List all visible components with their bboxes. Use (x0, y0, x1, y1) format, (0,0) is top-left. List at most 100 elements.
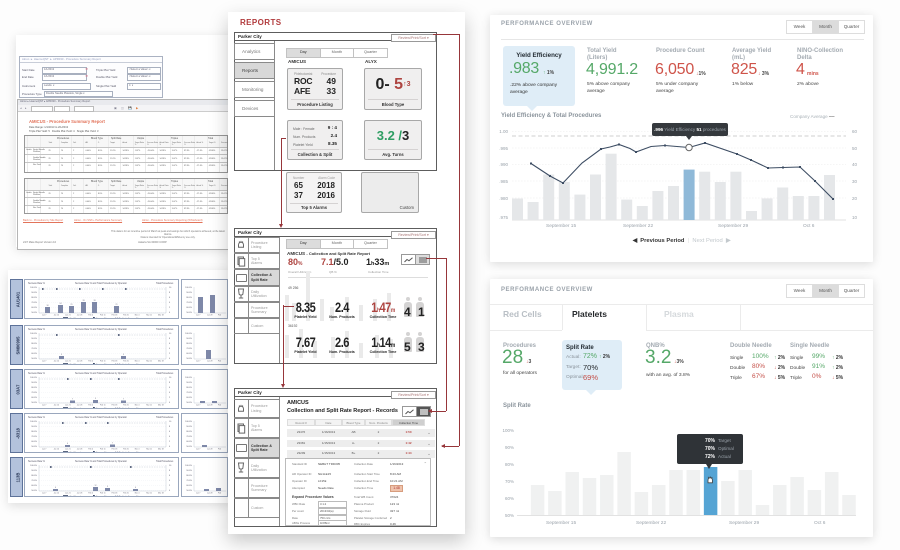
svg-text:Jan 7: Jan 7 (42, 449, 46, 451)
svg-text:60.0%: 60.0% (186, 353, 192, 355)
svg-text:Success Rate % and Total Proce: Success Rate % and Total Procedures by O… (75, 372, 127, 375)
svg-text:50.0%: 50.0% (31, 490, 37, 492)
svg-text:Feb 11: Feb 11 (100, 493, 105, 495)
svg-text:Jan 14: Jan 14 (54, 361, 59, 363)
svg-text:Success Rate %: Success Rate % (28, 328, 45, 331)
svg-text:Success Rate %: Success Rate % (28, 416, 45, 419)
svg-text:50.0%: 50.0% (31, 358, 37, 360)
svg-text:0: 0 (169, 446, 171, 448)
svg-text:Jan 7: Jan 7 (196, 361, 200, 363)
svg-text:Total Procedures: Total Procedures (70, 495, 85, 497)
svg-text:60%: 60% (505, 496, 514, 501)
svg-text:Jan 7: Jan 7 (196, 449, 200, 451)
svg-text:Feb 25: Feb 25 (123, 493, 129, 495)
svg-text:Success Rate: Success Rate (96, 451, 109, 453)
svg-text:90.0%: 90.0% (31, 470, 37, 472)
svg-text:Feb: Feb (218, 493, 221, 495)
svg-text:50.0%: 50.0% (31, 446, 37, 448)
svg-text:Jan 28: Jan 28 (207, 361, 212, 363)
svg-text:Jan 21: Jan 21 (65, 449, 70, 451)
svg-text:4: 4 (169, 348, 171, 350)
svg-text:Jan 7: Jan 7 (42, 405, 46, 407)
svg-text:70.0%: 70.0% (31, 436, 37, 438)
svg-text:9: 9 (61, 354, 62, 356)
svg-text:Feb 4: Feb 4 (88, 361, 93, 363)
svg-text:80.0%: 80.0% (31, 387, 37, 389)
svg-text:60.0%: 60.0% (186, 485, 192, 487)
svg-text:80.0%: 80.0% (31, 343, 37, 345)
svg-text:Total Procedures: Total Procedures (70, 407, 85, 409)
svg-text:100.0%: 100.0% (30, 377, 37, 379)
svg-text:100.0%: 100.0% (185, 465, 192, 467)
svg-text:6: 6 (169, 431, 171, 433)
svg-text:Jan 7: Jan 7 (196, 405, 200, 407)
svg-text:Success Rate % and Total Proce: Success Rate % and Total Procedures by O… (75, 282, 127, 285)
svg-text:90.0%: 90.0% (186, 338, 192, 340)
svg-text:60: 60 (852, 129, 858, 134)
svg-text:Mar 11: Mar 11 (146, 449, 151, 451)
svg-text:9: 9 (95, 398, 96, 400)
svg-text:90.0%: 90.0% (31, 382, 37, 384)
svg-text:10: 10 (169, 377, 172, 379)
svg-text:90.0%: 90.0% (31, 292, 37, 294)
svg-text:4: 4 (169, 392, 171, 394)
svg-text:.980: .980 (499, 196, 508, 201)
svg-text:Jan 7: Jan 7 (196, 493, 200, 495)
svg-text:100.0%: 100.0% (185, 421, 192, 423)
svg-text:.985: .985 (499, 179, 508, 184)
svg-text:2: 2 (169, 353, 171, 355)
svg-text:100.0%: 100.0% (30, 333, 37, 335)
svg-text:Total Procedures: Total Procedures (156, 460, 174, 463)
svg-text:100.0%: 100.0% (185, 287, 192, 289)
svg-text:80.0%: 80.0% (186, 387, 192, 389)
svg-text:Feb: Feb (218, 361, 221, 363)
svg-text:50.0%: 50.0% (186, 490, 192, 492)
svg-text:80.0%: 80.0% (31, 475, 37, 477)
svg-text:80.0%: 80.0% (31, 297, 37, 299)
svg-text:Jan 7: Jan 7 (196, 315, 200, 317)
svg-text:24: 24 (60, 303, 62, 305)
svg-text:Feb 18: Feb 18 (112, 315, 118, 317)
svg-text:70.0%: 70.0% (31, 348, 37, 350)
svg-text:6: 6 (55, 487, 56, 489)
svg-text:September 15: September 15 (546, 223, 576, 229)
svg-text:Mar 11: Mar 11 (146, 361, 151, 363)
svg-text:10: 10 (169, 287, 172, 289)
svg-text:90.0%: 90.0% (31, 338, 37, 340)
svg-text:Feb 18: Feb 18 (112, 493, 118, 495)
svg-text:90.0%: 90.0% (186, 292, 192, 294)
svg-text:60.0%: 60.0% (31, 397, 37, 399)
svg-text:Total Procedures: Total Procedures (156, 416, 174, 419)
svg-text:Jan 28: Jan 28 (77, 405, 82, 407)
svg-text:Goal - Success Rate: Goal - Success Rate (122, 495, 141, 497)
svg-text:.990: .990 (499, 162, 508, 167)
svg-text:Success Rate: Success Rate (96, 317, 109, 319)
svg-text:Feb: Feb (218, 405, 221, 407)
svg-text:1.00: 1.00 (499, 129, 508, 134)
svg-text:Feb 25: Feb 25 (123, 315, 129, 317)
svg-text:September 22: September 22 (623, 223, 653, 229)
svg-text:Mar 4: Mar 4 (135, 405, 140, 407)
svg-text:Jan 28: Jan 28 (77, 315, 82, 317)
svg-text:2: 2 (169, 307, 171, 309)
svg-text:Mar 18: Mar 18 (158, 449, 164, 451)
svg-text:21: 21 (71, 304, 73, 306)
svg-text:10: 10 (169, 333, 172, 335)
svg-text:Goal - Success Rate: Goal - Success Rate (122, 451, 141, 453)
svg-text:6: 6 (67, 443, 68, 445)
svg-text:Feb 25: Feb 25 (123, 449, 129, 451)
svg-text:2: 2 (169, 485, 171, 487)
svg-text:Mar 18: Mar 18 (158, 315, 164, 317)
svg-text:4: 4 (169, 480, 171, 482)
svg-text:Success Rate %: Success Rate % (28, 372, 45, 375)
svg-text:40: 40 (852, 162, 858, 167)
svg-text:60.0%: 60.0% (186, 397, 192, 399)
svg-text:Success Rate % and Total Proce: Success Rate % and Total Procedures by O… (75, 460, 127, 463)
svg-text:Jan 28: Jan 28 (207, 405, 212, 407)
svg-text:September 29: September 29 (718, 223, 748, 229)
svg-text:Feb 18: Feb 18 (112, 361, 118, 363)
svg-text:Jan 28: Jan 28 (207, 493, 212, 495)
svg-text:Jan 21: Jan 21 (65, 493, 70, 495)
svg-text:8: 8 (169, 426, 171, 428)
svg-text:Jan 14: Jan 14 (54, 493, 59, 495)
